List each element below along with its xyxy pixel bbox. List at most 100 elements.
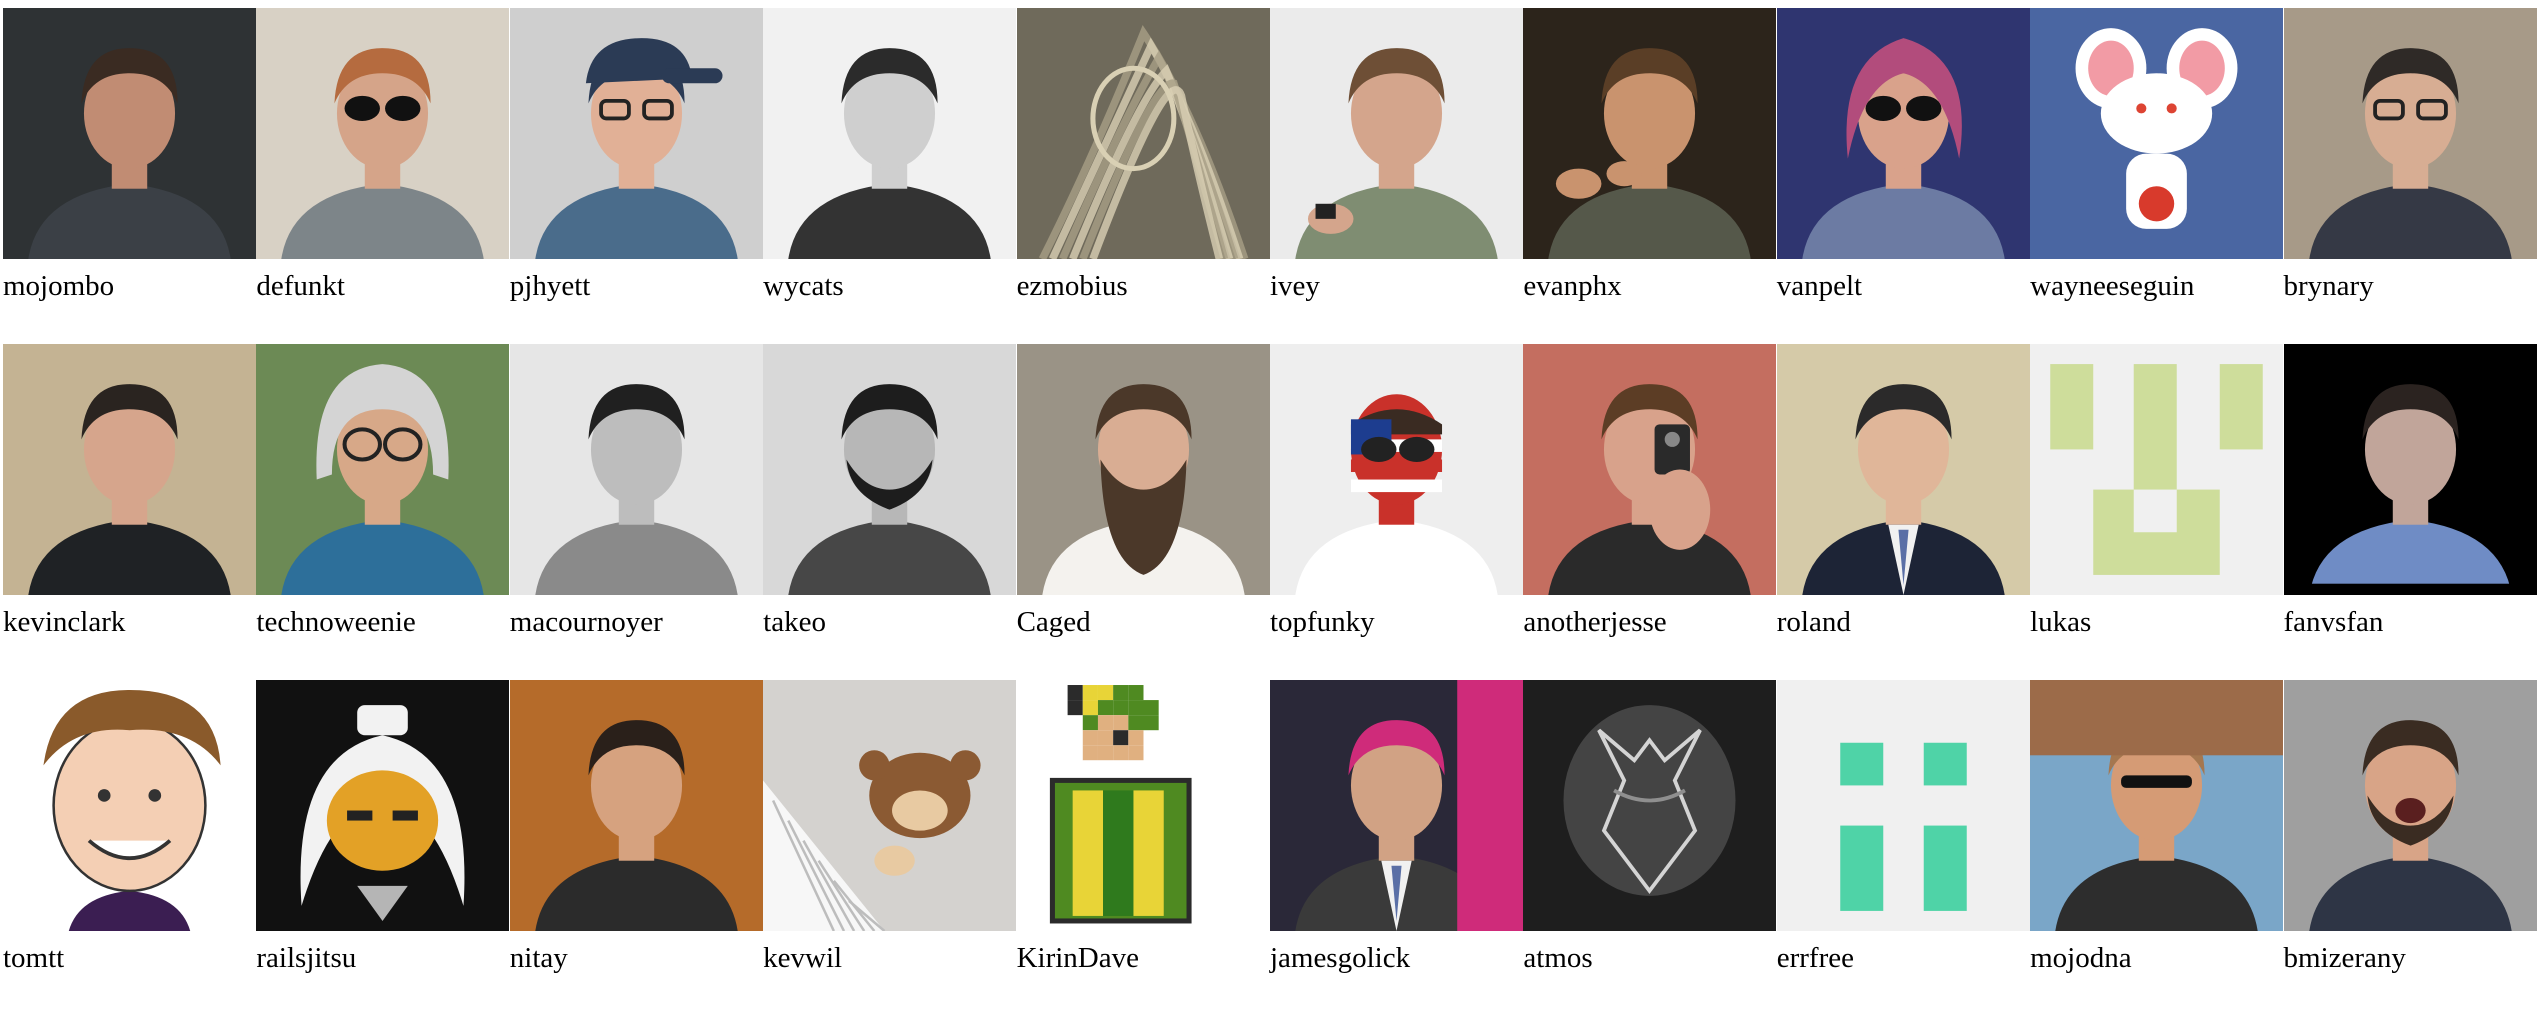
avatar[interactable] [1776, 344, 2030, 595]
user-card-brynary[interactable]: brynary [2283, 8, 2537, 344]
user-card-kevwil[interactable]: kevwil [763, 680, 1017, 1016]
avatar[interactable] [2030, 8, 2284, 259]
avatar[interactable] [3, 344, 256, 595]
avatar[interactable] [1523, 344, 1777, 595]
username[interactable]: jamesgolick [1269, 942, 1411, 974]
avatar[interactable] [1016, 680, 1270, 931]
user-card-defunkt[interactable]: defunkt [256, 8, 510, 344]
username[interactable]: lukas [2030, 606, 2092, 638]
avatar[interactable] [256, 8, 510, 259]
user-card-wycats[interactable]: wycats [763, 8, 1017, 344]
user-card-mojodna[interactable]: mojodna [2030, 680, 2284, 1016]
username[interactable]: topfunky [1269, 606, 1375, 638]
username[interactable]: macournoyer [509, 606, 663, 638]
username[interactable]: bmizerany [2283, 942, 2406, 974]
avatar[interactable] [2030, 680, 2284, 931]
user-card-anotherjesse[interactable]: anotherjesse [1523, 344, 1777, 680]
avatar[interactable] [1523, 680, 1777, 931]
avatar-image [2283, 8, 2537, 259]
username[interactable]: errfree [1776, 942, 1854, 974]
username[interactable]: brynary [2283, 270, 2374, 302]
user-card-ivey[interactable]: ivey [1269, 8, 1523, 344]
avatar[interactable] [1523, 8, 1777, 259]
avatar[interactable] [3, 680, 256, 931]
username[interactable]: railsjitsu [256, 942, 357, 974]
user-card-roland[interactable]: roland [1776, 344, 2030, 680]
avatar[interactable] [509, 344, 763, 595]
avatar[interactable] [2283, 680, 2537, 931]
username[interactable]: roland [1776, 606, 1851, 638]
user-card-tomtt[interactable]: tomtt [3, 680, 256, 1016]
username[interactable]: ivey [1269, 270, 1320, 302]
user-card-wayneeseguin[interactable]: wayneeseguin [2030, 8, 2284, 344]
avatar[interactable] [3, 8, 256, 259]
avatar[interactable] [1016, 344, 1270, 595]
avatar-image [763, 344, 1017, 595]
avatar[interactable] [763, 8, 1017, 259]
username[interactable]: evanphx [1523, 270, 1622, 302]
user-card-atmos[interactable]: atmos [1523, 680, 1777, 1016]
avatar-image [3, 344, 256, 595]
user-card-technoweenie[interactable]: technoweenie [256, 344, 510, 680]
user-card-fanvsfan[interactable]: fanvsfan [2283, 344, 2537, 680]
username[interactable]: pjhyett [509, 270, 591, 302]
user-card-jamesgolick[interactable]: jamesgolick [1269, 680, 1523, 1016]
avatar-image [1523, 680, 1777, 931]
avatar[interactable] [1269, 680, 1523, 931]
username[interactable]: vanpelt [1776, 270, 1863, 302]
avatar[interactable] [256, 344, 510, 595]
user-card-evanphx[interactable]: evanphx [1523, 8, 1777, 344]
username[interactable]: Caged [1016, 606, 1091, 638]
avatar-image [1523, 344, 1777, 595]
user-card-errfree[interactable]: errfree [1776, 680, 2030, 1016]
avatar[interactable] [2283, 344, 2537, 595]
user-card-topfunky[interactable]: topfunky [1269, 344, 1523, 680]
username[interactable]: tomtt [3, 942, 65, 974]
username[interactable]: takeo [763, 606, 826, 638]
user-grid: mojombo defunkt pjhyett wycats ezmobius ivey e… [3, 8, 2542, 1016]
user-card-kevinclark[interactable]: kevinclark [3, 344, 256, 680]
avatar-image [1269, 8, 1523, 259]
user-card-lukas[interactable]: lukas [2030, 344, 2284, 680]
user-card-bmizerany[interactable]: bmizerany [2283, 680, 2537, 1016]
username[interactable]: mojodna [2030, 942, 2132, 974]
avatar[interactable] [1269, 344, 1523, 595]
user-card-ezmobius[interactable]: ezmobius [1016, 8, 1270, 344]
avatar[interactable] [763, 680, 1017, 931]
avatar-image [1269, 344, 1523, 595]
avatar[interactable] [763, 344, 1017, 595]
user-card-kirindave[interactable]: KirinDave [1016, 680, 1270, 1016]
avatar[interactable] [2283, 8, 2537, 259]
username[interactable]: wycats [763, 270, 844, 302]
username[interactable]: atmos [1523, 942, 1593, 974]
username[interactable]: anotherjesse [1523, 606, 1667, 638]
avatar[interactable] [509, 680, 763, 931]
username[interactable]: kevwil [763, 942, 843, 974]
username[interactable]: technoweenie [256, 606, 416, 638]
avatar[interactable] [256, 680, 510, 931]
user-card-pjhyett[interactable]: pjhyett [509, 8, 763, 344]
avatar[interactable] [509, 8, 763, 259]
username[interactable]: nitay [509, 942, 568, 974]
username[interactable]: wayneeseguin [2030, 270, 2195, 302]
avatar-image [1016, 680, 1270, 931]
avatar[interactable] [1776, 8, 2030, 259]
avatar[interactable] [1016, 8, 1270, 259]
username[interactable]: ezmobius [1016, 270, 1128, 302]
user-card-nitay[interactable]: nitay [509, 680, 763, 1016]
avatar[interactable] [2030, 344, 2284, 595]
avatar-image [1776, 680, 2030, 931]
user-card-caged[interactable]: Caged [1016, 344, 1270, 680]
user-card-mojombo[interactable]: mojombo [3, 8, 256, 344]
username[interactable]: kevinclark [3, 606, 126, 638]
user-card-macournoyer[interactable]: macournoyer [509, 344, 763, 680]
username[interactable]: KirinDave [1016, 942, 1139, 974]
user-card-vanpelt[interactable]: vanpelt [1776, 8, 2030, 344]
user-card-railsjitsu[interactable]: railsjitsu [256, 680, 510, 1016]
username[interactable]: fanvsfan [2283, 606, 2384, 638]
avatar[interactable] [1269, 8, 1523, 259]
avatar[interactable] [1776, 680, 2030, 931]
user-card-takeo[interactable]: takeo [763, 344, 1017, 680]
username[interactable]: defunkt [256, 270, 345, 302]
username[interactable]: mojombo [3, 270, 115, 302]
